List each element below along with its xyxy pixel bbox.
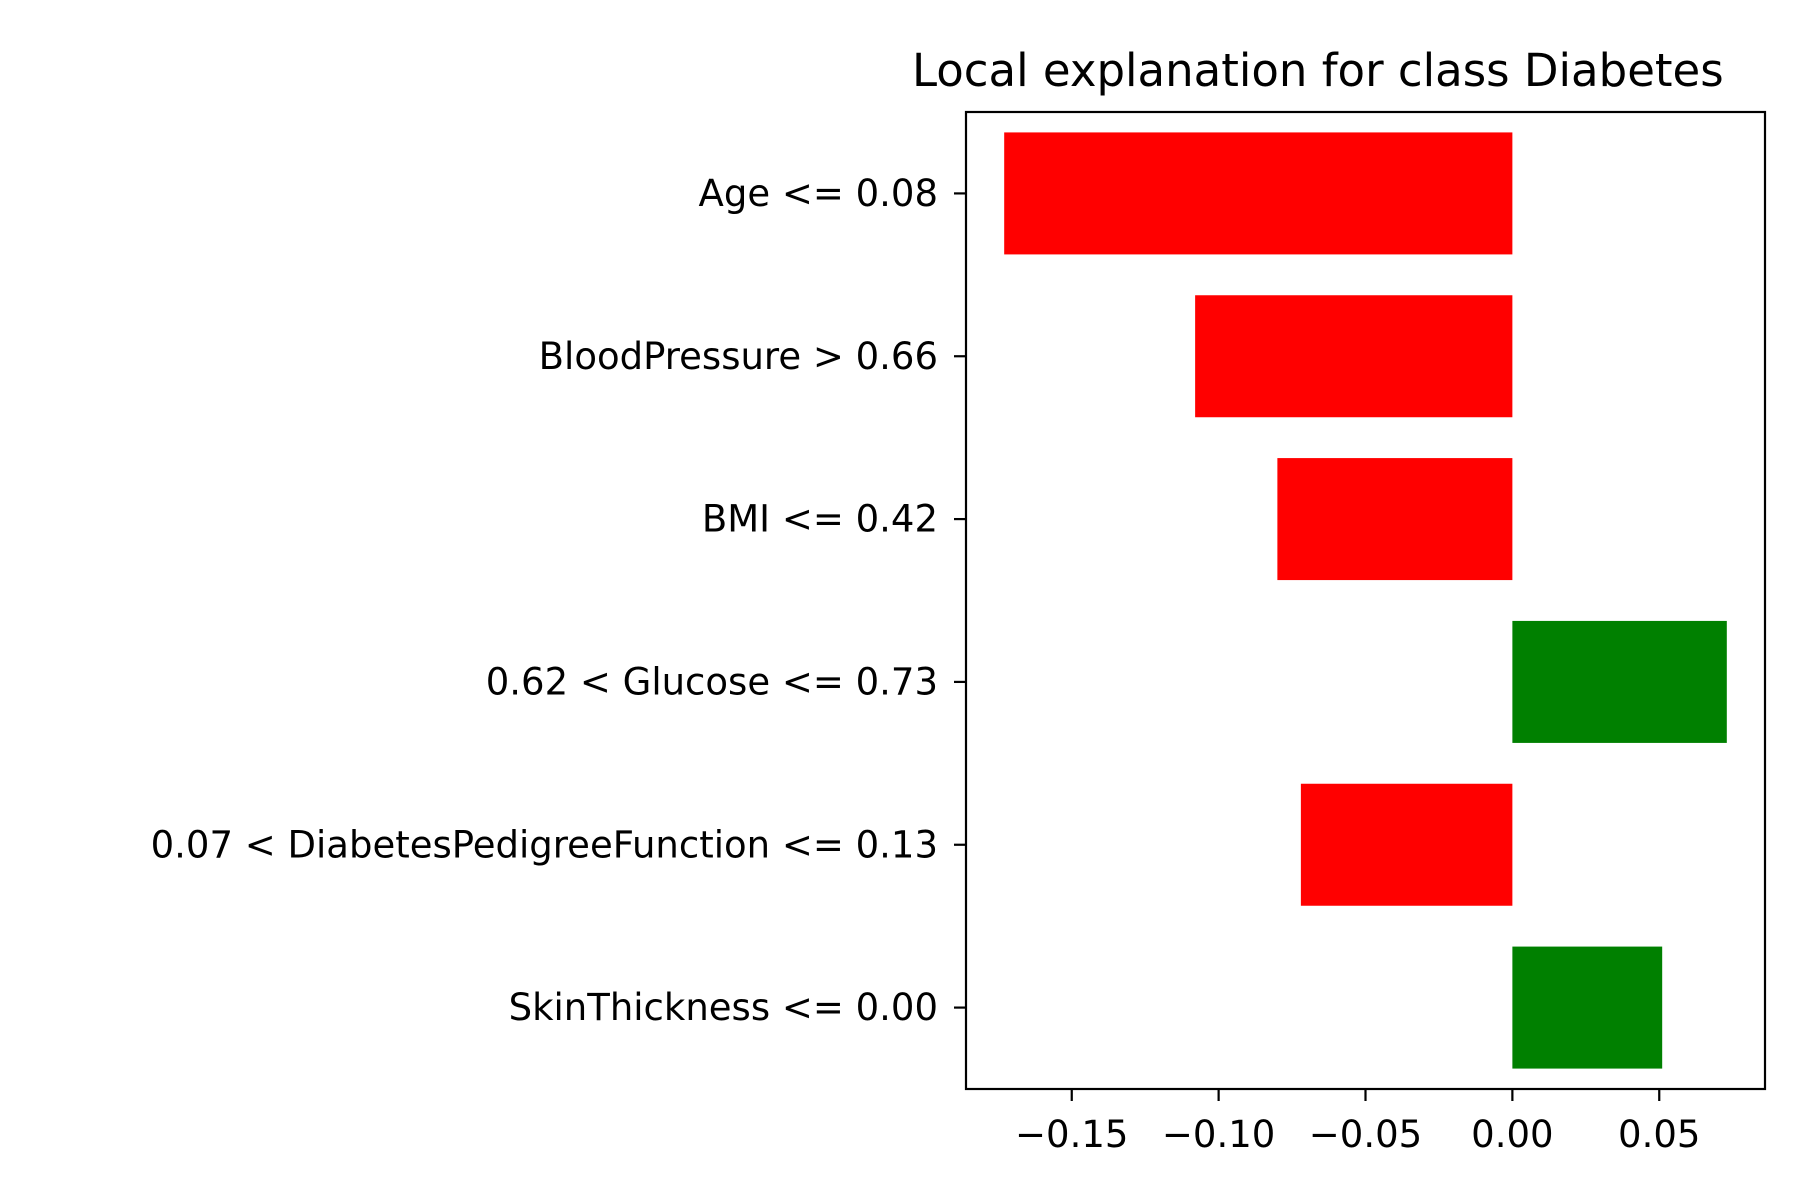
chart-title: Local explanation for class Diabetes [912, 44, 1724, 97]
y-axis: Age <= 0.08 BloodPressure > 0.66 BMI <= 0.… [151, 172, 966, 1029]
y-tick-label-2: BMI <= 0.42 [702, 498, 938, 541]
bar-5 [1512, 946, 1663, 1069]
bars-group [1004, 132, 1727, 1069]
bar-4 [1300, 783, 1513, 906]
x-tick-label-2: −0.05 [1309, 1113, 1422, 1156]
x-tick-label-0: −0.15 [1015, 1113, 1128, 1156]
y-tick-label-5: SkinThickness <= 0.00 [509, 986, 938, 1029]
y-tick-label-1: BloodPressure > 0.66 [539, 335, 938, 378]
y-tick-label-4: 0.07 < DiabetesPedigreeFunction <= 0.13 [151, 823, 938, 866]
y-tick-label-3: 0.62 < Glucose <= 0.73 [486, 660, 938, 703]
y-tick-label-0: Age <= 0.08 [699, 172, 938, 215]
bar-0 [1004, 132, 1513, 255]
bar-2 [1277, 458, 1513, 581]
bar-1 [1195, 295, 1513, 418]
bar-3 [1512, 620, 1727, 743]
x-tick-label-4: 0.05 [1618, 1113, 1700, 1156]
x-axis: −0.15 −0.10 −0.05 0.00 0.05 [1015, 1089, 1700, 1156]
x-tick-label-3: 0.00 [1471, 1113, 1553, 1156]
x-tick-label-1: −0.10 [1162, 1113, 1275, 1156]
